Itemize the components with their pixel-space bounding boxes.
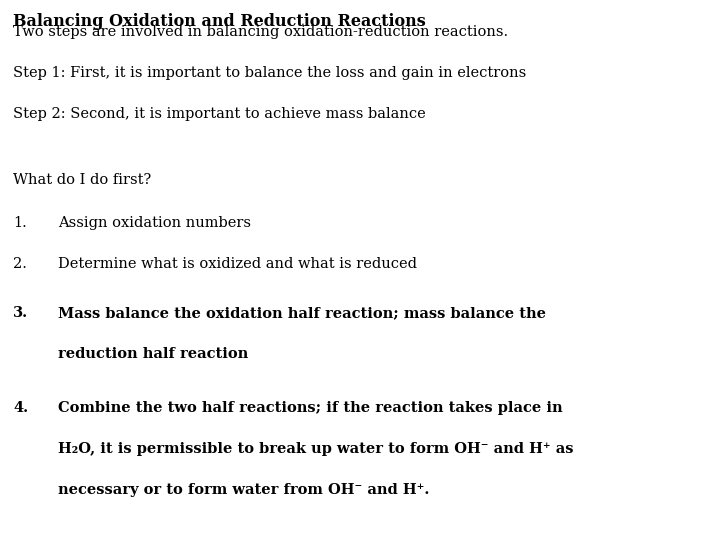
Text: 2.: 2. (13, 257, 27, 271)
Text: What do I do first?: What do I do first? (13, 173, 151, 187)
Text: 1.: 1. (13, 216, 27, 230)
Text: Step 1: First, it is important to balance the loss and gain in electrons: Step 1: First, it is important to balanc… (13, 66, 526, 80)
Text: Determine what is oxidized and what is reduced: Determine what is oxidized and what is r… (58, 257, 417, 271)
Text: Combine the two half reactions; if the reaction takes place in: Combine the two half reactions; if the r… (58, 401, 562, 415)
Text: H₂O, it is permissible to break up water to form OH⁻ and H⁺ as: H₂O, it is permissible to break up water… (58, 442, 573, 456)
Text: 3.: 3. (13, 306, 28, 320)
Text: reduction half reaction: reduction half reaction (58, 347, 248, 361)
Text: necessary or to form water from OH⁻ and H⁺.: necessary or to form water from OH⁻ and … (58, 483, 429, 497)
Text: Step 2: Second, it is important to achieve mass balance: Step 2: Second, it is important to achie… (13, 107, 426, 122)
Text: Balancing Oxidation and Reduction Reactions: Balancing Oxidation and Reduction Reacti… (13, 14, 426, 30)
Text: Mass balance the oxidation half reaction; mass balance the: Mass balance the oxidation half reaction… (58, 306, 546, 320)
Text: Assign oxidation numbers: Assign oxidation numbers (58, 216, 251, 230)
Text: 4.: 4. (13, 401, 28, 415)
Text: Two steps are involved in balancing oxidation-reduction reactions.: Two steps are involved in balancing oxid… (13, 25, 508, 39)
